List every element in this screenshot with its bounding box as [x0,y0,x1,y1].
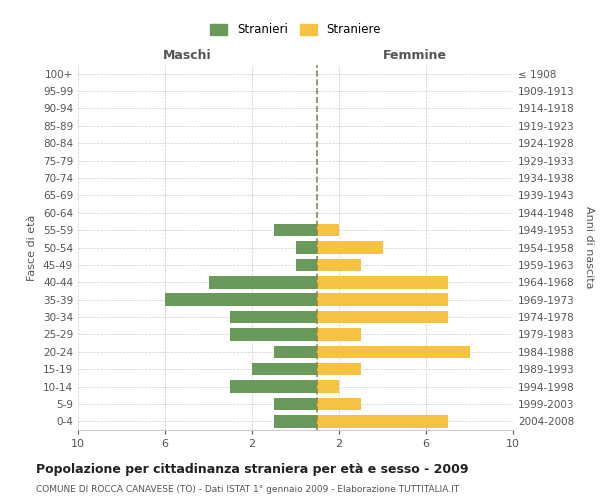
Bar [230,380,317,393]
Bar [252,363,317,376]
Bar [296,241,317,254]
Y-axis label: Fasce di età: Fasce di età [28,214,37,280]
Text: Maschi: Maschi [163,48,211,62]
Bar [317,328,361,340]
Text: COMUNE DI ROCCA CANAVESE (TO) - Dati ISTAT 1° gennaio 2009 - Elaborazione TUTTIT: COMUNE DI ROCCA CANAVESE (TO) - Dati IST… [36,485,459,494]
Bar [230,328,317,340]
Bar [230,311,317,324]
Bar [165,294,317,306]
Bar [296,258,317,271]
Legend: Stranieri, Straniere: Stranieri, Straniere [210,24,381,36]
Text: Popolazione per cittadinanza straniera per età e sesso - 2009: Popolazione per cittadinanza straniera p… [36,462,469,475]
Bar [274,415,317,428]
Bar [317,224,339,236]
Bar [317,380,339,393]
Bar [317,346,470,358]
Bar [274,398,317,410]
Y-axis label: Anni di nascita: Anni di nascita [584,206,594,289]
Bar [317,241,383,254]
Bar [209,276,317,288]
Bar [274,346,317,358]
Bar [317,363,361,376]
Bar [317,398,361,410]
Bar [317,311,448,324]
Bar [317,258,361,271]
Bar [317,294,448,306]
Bar [317,276,448,288]
Bar [274,224,317,236]
Bar [317,415,448,428]
Text: Femmine: Femmine [383,48,447,62]
